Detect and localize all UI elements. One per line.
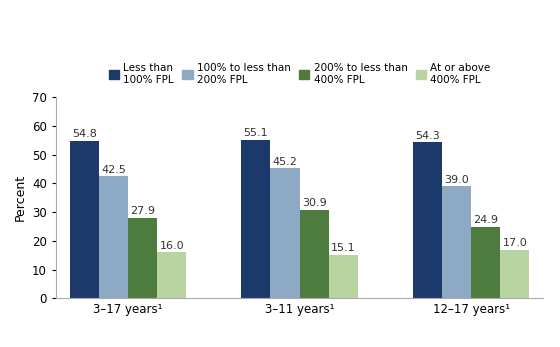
Bar [241,140,270,298]
Text: 55.1: 55.1 [244,128,268,138]
Text: 39.0: 39.0 [444,175,469,185]
Text: 54.8: 54.8 [72,129,97,139]
Text: 24.9: 24.9 [473,215,498,225]
Text: 16.0: 16.0 [160,241,184,251]
Bar [329,255,358,298]
Text: 42.5: 42.5 [101,164,126,175]
Bar [471,227,500,298]
Text: 27.9: 27.9 [130,206,155,217]
Bar [270,168,300,298]
Text: 30.9: 30.9 [302,198,326,208]
Bar [500,249,529,298]
Text: 45.2: 45.2 [273,157,297,167]
Bar [99,176,128,298]
Bar [157,252,186,298]
Text: 54.3: 54.3 [415,130,440,141]
Y-axis label: Percent: Percent [13,174,26,221]
Text: 15.1: 15.1 [331,243,356,253]
Bar [442,186,471,298]
Bar [413,142,442,298]
Legend: Less than
100% FPL, 100% to less than
200% FPL, 200% to less than
400% FPL, At o: Less than 100% FPL, 100% to less than 20… [105,60,494,88]
Text: 17.0: 17.0 [502,238,528,248]
Bar [300,210,329,298]
Bar [70,141,99,298]
Bar [128,218,157,298]
